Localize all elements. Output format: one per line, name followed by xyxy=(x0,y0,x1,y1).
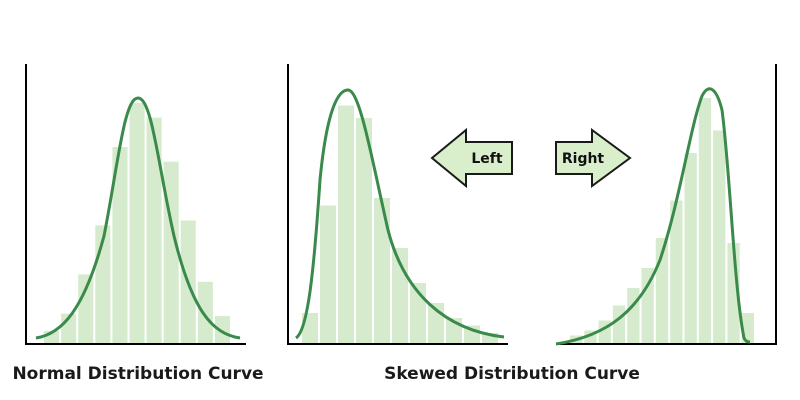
normal-bar xyxy=(129,102,145,344)
left-skew-bar xyxy=(356,118,372,343)
normal-axes xyxy=(25,64,246,345)
right-skew-bar xyxy=(713,130,726,343)
right-skew-bar xyxy=(684,153,697,343)
normal-distribution-curve xyxy=(35,96,241,340)
left-arrow: Left xyxy=(430,127,513,189)
left-arrow-icon xyxy=(430,127,513,189)
right-arrow: Right xyxy=(555,128,632,188)
left-arrow-label: Left xyxy=(471,151,503,167)
right-skewed-distribution-curve xyxy=(555,87,751,346)
normal-distribution-caption: Normal Distribution Curve xyxy=(12,364,264,384)
right-arrow-label: Right xyxy=(562,151,605,167)
left-skew-distribution-bars xyxy=(302,105,498,343)
right-skew-bar xyxy=(627,288,640,343)
normal-bar xyxy=(197,281,213,344)
left-skew-bar xyxy=(320,205,336,343)
normal-bar xyxy=(146,117,162,343)
normal-bar xyxy=(112,147,128,343)
right-skew-bar xyxy=(641,268,654,343)
right-skew-bar xyxy=(698,98,712,343)
left-skew-bar xyxy=(374,198,390,343)
normal-bar xyxy=(78,274,94,343)
right-skew-bar xyxy=(612,305,626,343)
left-skewed-distribution-curve xyxy=(294,88,505,340)
left-skew-bar xyxy=(338,105,354,343)
right-skew-bar xyxy=(670,200,683,343)
normal-distribution-bars xyxy=(44,102,230,344)
skewed-distribution-caption: Skewed Distribution Curve xyxy=(384,364,640,384)
skewed-right-axes xyxy=(556,64,777,345)
normal-bar xyxy=(214,316,230,343)
right-arrow-icon xyxy=(555,128,632,188)
left-skew-bar xyxy=(482,333,498,343)
skewed-left-axes xyxy=(287,64,508,345)
